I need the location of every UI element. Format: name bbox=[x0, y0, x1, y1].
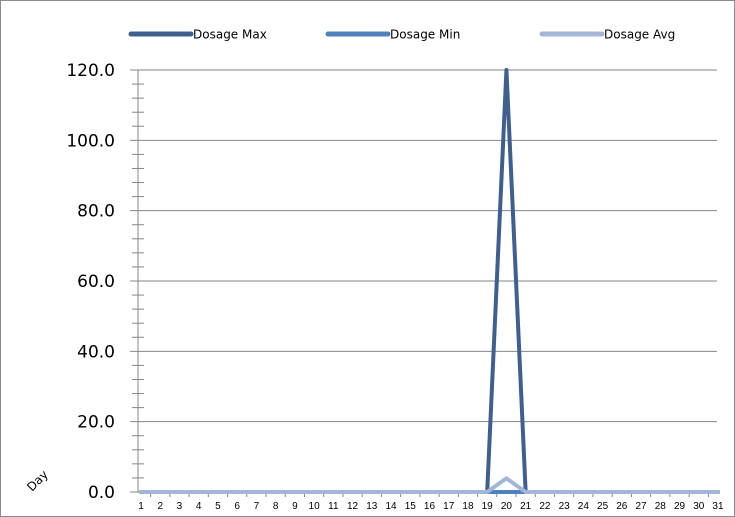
x-tick-label: 3 bbox=[177, 501, 183, 512]
x-tick-label: 17 bbox=[443, 501, 455, 512]
y-tick-label: 80.0 bbox=[77, 202, 115, 222]
legend: Dosage Max Dosage Min Dosage Avg bbox=[128, 28, 675, 42]
x-tick-label: 4 bbox=[196, 501, 202, 512]
series-line-dosage-avg bbox=[139, 476, 720, 494]
x-tick-label: 13 bbox=[366, 501, 378, 512]
x-tick-label: 26 bbox=[616, 501, 628, 512]
x-tick-label: 20 bbox=[501, 501, 513, 512]
x-tick-label: 30 bbox=[693, 501, 705, 512]
x-tick-label: 28 bbox=[655, 501, 667, 512]
y-tick-label: 120.0 bbox=[66, 61, 115, 81]
x-tick-label: 15 bbox=[405, 501, 417, 512]
x-tick-label: 25 bbox=[597, 501, 609, 512]
x-tick-label: 10 bbox=[309, 501, 321, 512]
x-tick-label: 11 bbox=[328, 501, 339, 512]
x-tick-label: 2 bbox=[157, 501, 163, 512]
y-tick-label: 20.0 bbox=[77, 413, 115, 433]
y-tick-label: 0.0 bbox=[88, 483, 115, 503]
y-tick-labels: 0.0 20.0 40.0 60.0 80.0 100.0 120.0 bbox=[66, 61, 115, 503]
legend-label: Dosage Avg bbox=[604, 28, 675, 42]
x-tick-label: 22 bbox=[539, 501, 551, 512]
x-tick-label: 31 bbox=[712, 501, 724, 512]
x-tick-label: 8 bbox=[273, 501, 279, 512]
axes bbox=[130, 69, 717, 497]
x-tick-label: 21 bbox=[520, 501, 532, 512]
x-tick-label: 18 bbox=[462, 501, 474, 512]
y-tick-label: 100.0 bbox=[66, 131, 115, 151]
legend-label: Dosage Min bbox=[390, 28, 460, 42]
gridlines bbox=[138, 69, 717, 423]
x-tick-label: 19 bbox=[482, 501, 494, 512]
x-tick-label: 7 bbox=[254, 501, 260, 512]
x-tick-label: 1 bbox=[138, 501, 144, 512]
y-tick-label: 40.0 bbox=[77, 342, 115, 362]
x-tick-label: 23 bbox=[559, 501, 571, 512]
x-tick-label: 16 bbox=[424, 501, 436, 512]
x-tick-label: 12 bbox=[347, 501, 359, 512]
x-tick-label: 24 bbox=[578, 501, 590, 512]
x-tick-label: 29 bbox=[674, 501, 686, 512]
x-tick-label: 6 bbox=[234, 501, 240, 512]
x-tick-labels: 1 2 3 4 5 6 7 8 9 10 11 12 13 14 15 16 17 18 19 20 21 22 23 24 2… bbox=[138, 501, 724, 512]
series-lines bbox=[139, 68, 720, 494]
x-tick-label: 9 bbox=[292, 501, 298, 512]
x-axis-title: Day bbox=[24, 467, 51, 494]
x-tick-label: 5 bbox=[215, 501, 221, 512]
y-tick-label: 60.0 bbox=[77, 272, 115, 292]
legend-label: Dosage Max bbox=[193, 28, 267, 42]
x-tick-label: 27 bbox=[635, 501, 647, 512]
x-tick-label: 14 bbox=[385, 501, 397, 512]
